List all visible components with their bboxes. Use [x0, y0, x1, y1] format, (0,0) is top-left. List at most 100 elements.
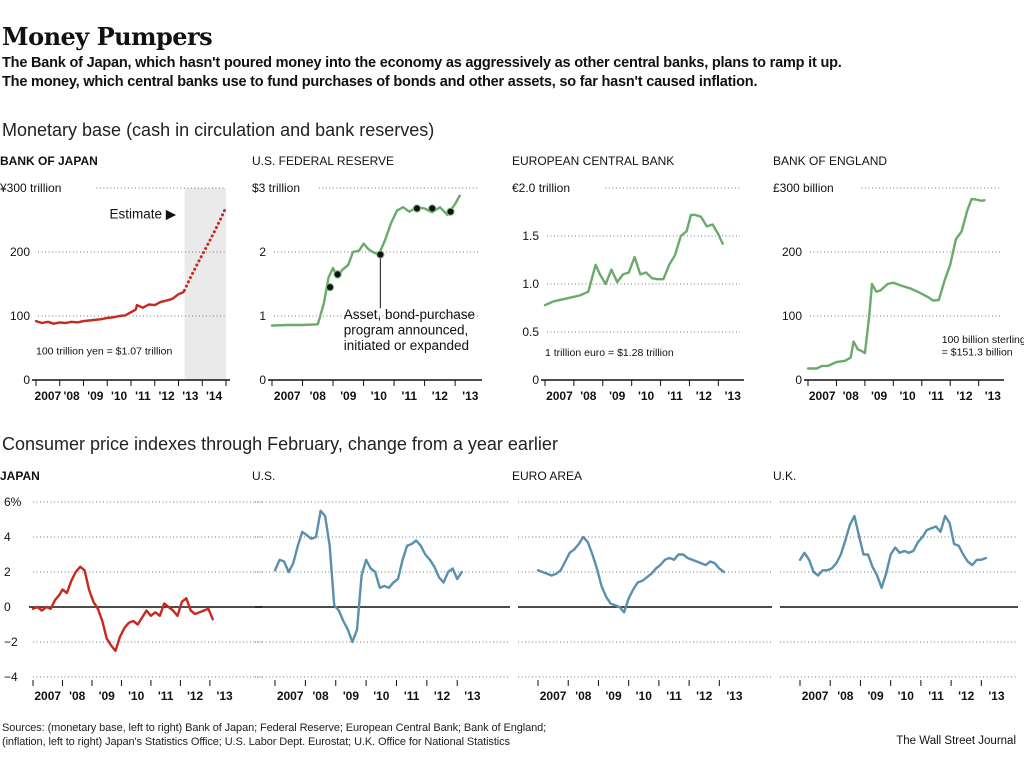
- chart-title: U.S. FEDERAL RESERVE: [252, 154, 394, 168]
- x-tick-label: '12: [696, 389, 713, 403]
- chart-panel-7: EURO AREA 2007 '08 '09 '10 '11 '12 '13: [512, 469, 772, 703]
- y-tick-label: 1: [259, 309, 266, 323]
- x-tick-label: '11: [928, 389, 944, 403]
- chart-title: U.S.: [252, 469, 275, 483]
- annotation-text: 100 billion sterling: [942, 334, 1024, 346]
- y-tick-label: 100: [10, 309, 30, 323]
- x-tick-label: '12: [432, 389, 449, 403]
- x-tick-label: '08: [580, 389, 597, 403]
- chart-panel-6: U.S. 2007 '08 '09 '10 '11 '12 '13: [252, 469, 510, 703]
- x-tick-label: 2007: [809, 389, 836, 403]
- section-title-cpi: Consumer price indexes through February,…: [2, 434, 558, 454]
- x-tick-label: '09: [99, 689, 116, 703]
- y-tick-label: −4: [4, 670, 18, 684]
- chart-panel-8: U.K. 2007 '08 '09 '10 '11 '12 '13: [773, 469, 1018, 703]
- dek-line-2: The money, which central banks use to fu…: [2, 74, 758, 90]
- y-tick-label: 0: [23, 373, 30, 387]
- series-line: [31, 565, 215, 652]
- series-line: [34, 291, 185, 325]
- y-tick-label: 0: [4, 600, 11, 614]
- x-tick-label: '09: [340, 389, 357, 403]
- program-marker: [333, 270, 342, 279]
- x-tick-label: 2007: [35, 389, 62, 403]
- x-tick-label: '13: [462, 389, 479, 403]
- x-tick-label: '11: [135, 389, 151, 403]
- x-tick-label: '08: [69, 689, 86, 703]
- x-tick-label: '11: [404, 689, 420, 703]
- series-line: [806, 197, 986, 370]
- x-tick-label: '08: [310, 389, 327, 403]
- x-tick-label: '12: [187, 689, 204, 703]
- x-tick-label: 2007: [540, 689, 567, 703]
- x-tick-label: '11: [158, 689, 174, 703]
- annotation-text: initiated or expanded: [344, 338, 469, 353]
- x-tick-label: '10: [111, 389, 128, 403]
- chart-panel-5: JAPAN −4 −2 0 2 4 6% 2007 '08 '09 '10 '11 '12 '13: [0, 469, 262, 703]
- x-tick-label: '09: [871, 389, 888, 403]
- y-tick-label: 2: [259, 245, 266, 259]
- chart-panel-2: U.S. FEDERAL RESERVE 0 1 2 $3 trillion 2007 '0…: [252, 154, 482, 403]
- dek-line-1: The Bank of Japan, which hasn't poured m…: [2, 55, 842, 71]
- y-tick-label: £300 billion: [773, 181, 834, 195]
- chart-title: BANK OF ENGLAND: [773, 154, 887, 168]
- x-tick-label: '09: [605, 689, 622, 703]
- annotation-text: program announced,: [344, 323, 469, 338]
- program-marker: [446, 207, 455, 216]
- x-tick-label: '13: [725, 389, 742, 403]
- x-tick-label: '12: [434, 689, 451, 703]
- y-tick-label: 0: [532, 373, 539, 387]
- x-tick-label: '12: [696, 689, 713, 703]
- x-tick-label: 2007: [34, 689, 61, 703]
- annotation-text: Asset, bond-purchase: [344, 307, 475, 322]
- x-tick-label: '10: [128, 689, 145, 703]
- series-line: [273, 509, 463, 644]
- program-marker: [412, 204, 422, 213]
- y-tick-label: 4: [4, 530, 11, 544]
- x-tick-label: 2007: [274, 389, 301, 403]
- y-tick-label: 0: [259, 373, 266, 387]
- x-tick-label: 2007: [277, 689, 304, 703]
- x-tick-label: '14: [206, 389, 223, 403]
- sources-line-2: (inflation, left to right) Japan's Stati…: [2, 736, 510, 748]
- x-tick-label: '11: [928, 689, 944, 703]
- x-tick-label: '10: [638, 389, 655, 403]
- y-tick-label: 1.5: [522, 229, 539, 243]
- sources-line-1: Sources: (monetary base, left to right) …: [2, 722, 547, 734]
- y-tick-label: €2.0 trillion: [512, 181, 570, 195]
- chart-panel-4: BANK OF ENGLAND 0 100 200 £300 billion 2007 '0…: [773, 154, 1024, 403]
- x-tick-label: 2007: [802, 689, 829, 703]
- x-tick-label: '08: [837, 689, 854, 703]
- x-tick-label: '13: [464, 689, 481, 703]
- y-tick-label: 100: [782, 309, 802, 323]
- chart-title: BANK OF JAPAN: [0, 154, 98, 168]
- y-tick-label: 0: [795, 373, 802, 387]
- x-tick-label: '09: [867, 689, 884, 703]
- x-tick-label: '13: [217, 689, 234, 703]
- y-tick-label: 200: [10, 245, 30, 259]
- x-tick-label: '10: [373, 689, 390, 703]
- chart-panel-1: BANK OF JAPAN 0 100 200 ¥300 trillion 2007'08…: [0, 154, 230, 403]
- y-tick-label: ¥300 trillion: [0, 181, 61, 195]
- annotation-text: 100 trillion yen = $1.07 trillion: [36, 345, 172, 357]
- x-tick-label: '13: [726, 689, 743, 703]
- x-tick-label: '13: [988, 689, 1005, 703]
- series-line: [536, 535, 726, 614]
- x-tick-label: '12: [958, 689, 975, 703]
- headline: Money Pumpers: [2, 22, 213, 51]
- x-tick-label: '09: [609, 389, 626, 403]
- x-tick-label: '09: [87, 389, 104, 403]
- chart-title: JAPAN: [0, 469, 40, 483]
- x-tick-label: '10: [371, 389, 388, 403]
- x-tick-label: '10: [636, 689, 653, 703]
- chart-panel-3: EUROPEAN CENTRAL BANK 0 0.5 1.0 1.5 €2.0 tril…: [512, 154, 744, 403]
- y-tick-label: 0.5: [522, 325, 539, 339]
- x-tick-label: '10: [898, 689, 915, 703]
- chart-title: U.K.: [773, 469, 796, 483]
- y-tick-label: $3 trillion: [252, 181, 300, 195]
- x-tick-label: '11: [666, 689, 682, 703]
- annotation-text: 1 trillion euro = $1.28 trillion: [545, 347, 674, 359]
- y-tick-label: −2: [4, 635, 18, 649]
- section-title-monetary-base: Monetary base (cash in circulation and b…: [2, 120, 435, 140]
- x-tick-label: '10: [899, 389, 916, 403]
